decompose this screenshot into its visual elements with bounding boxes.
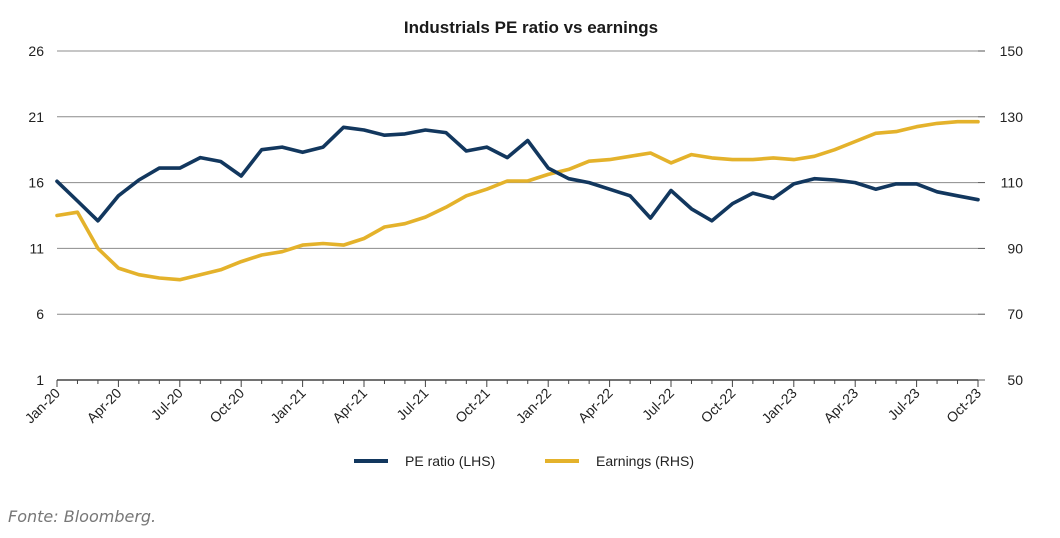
x-tick-label: Apr-21 [329,385,370,426]
x-tick-label: Apr-22 [575,385,616,426]
right-tick-label: 70 [1007,306,1023,322]
x-tick-label: Oct-23 [943,385,984,426]
x-axis: Jan-20 Apr-20 Jul-20 Oct-20 Jan-21 Apr-21 Jul-… [22,379,984,427]
chart-title: Industrials PE ratio vs earnings [404,18,658,37]
left-tick-label: 16 [28,175,44,191]
left-tick-label: 11 [29,240,44,256]
legend-label-earnings: Earnings (RHS) [596,453,694,469]
right-tick-label: 50 [1007,372,1023,388]
x-tick-label: Jul-23 [884,385,922,423]
x-tick-label: Jul-22 [639,385,677,423]
x-tick-label: Apr-20 [83,385,124,426]
x-tick-label: Jul-21 [393,385,431,423]
left-tick-label: 6 [36,306,44,322]
right-axis-ticks: 50 70 90 110 130 150 [1000,43,1024,388]
x-tick-label: Jul-20 [148,385,186,423]
right-tick-label: 130 [1000,109,1024,125]
left-tick-label: 26 [28,43,44,59]
series-lines [55,119,980,282]
x-tick-label: Oct-21 [452,385,493,426]
x-tick-label: Apr-23 [820,385,861,426]
left-tick-label: 21 [28,109,44,125]
pe-ratio-line [55,125,980,223]
right-tick-label: 110 [1001,175,1024,191]
x-tick-label: Jan-22 [513,385,555,427]
left-tick-label: 1 [36,372,44,388]
legend: PE ratio (LHS) Earnings (RHS) [354,453,694,469]
right-tick-label: 150 [1000,43,1024,59]
x-tick-label: Oct-22 [697,385,738,426]
x-tick-label: Oct-20 [206,385,247,426]
gridlines [57,50,985,381]
source-note: Fonte: Bloomberg. [8,507,157,526]
earnings-line [55,119,980,282]
right-tick-label: 90 [1007,240,1023,256]
x-tick-label: Jan-23 [758,385,800,427]
x-tick-label: Jan-21 [267,385,309,427]
x-tick-label: Jan-20 [22,385,64,427]
legend-label-pe: PE ratio (LHS) [405,453,495,469]
